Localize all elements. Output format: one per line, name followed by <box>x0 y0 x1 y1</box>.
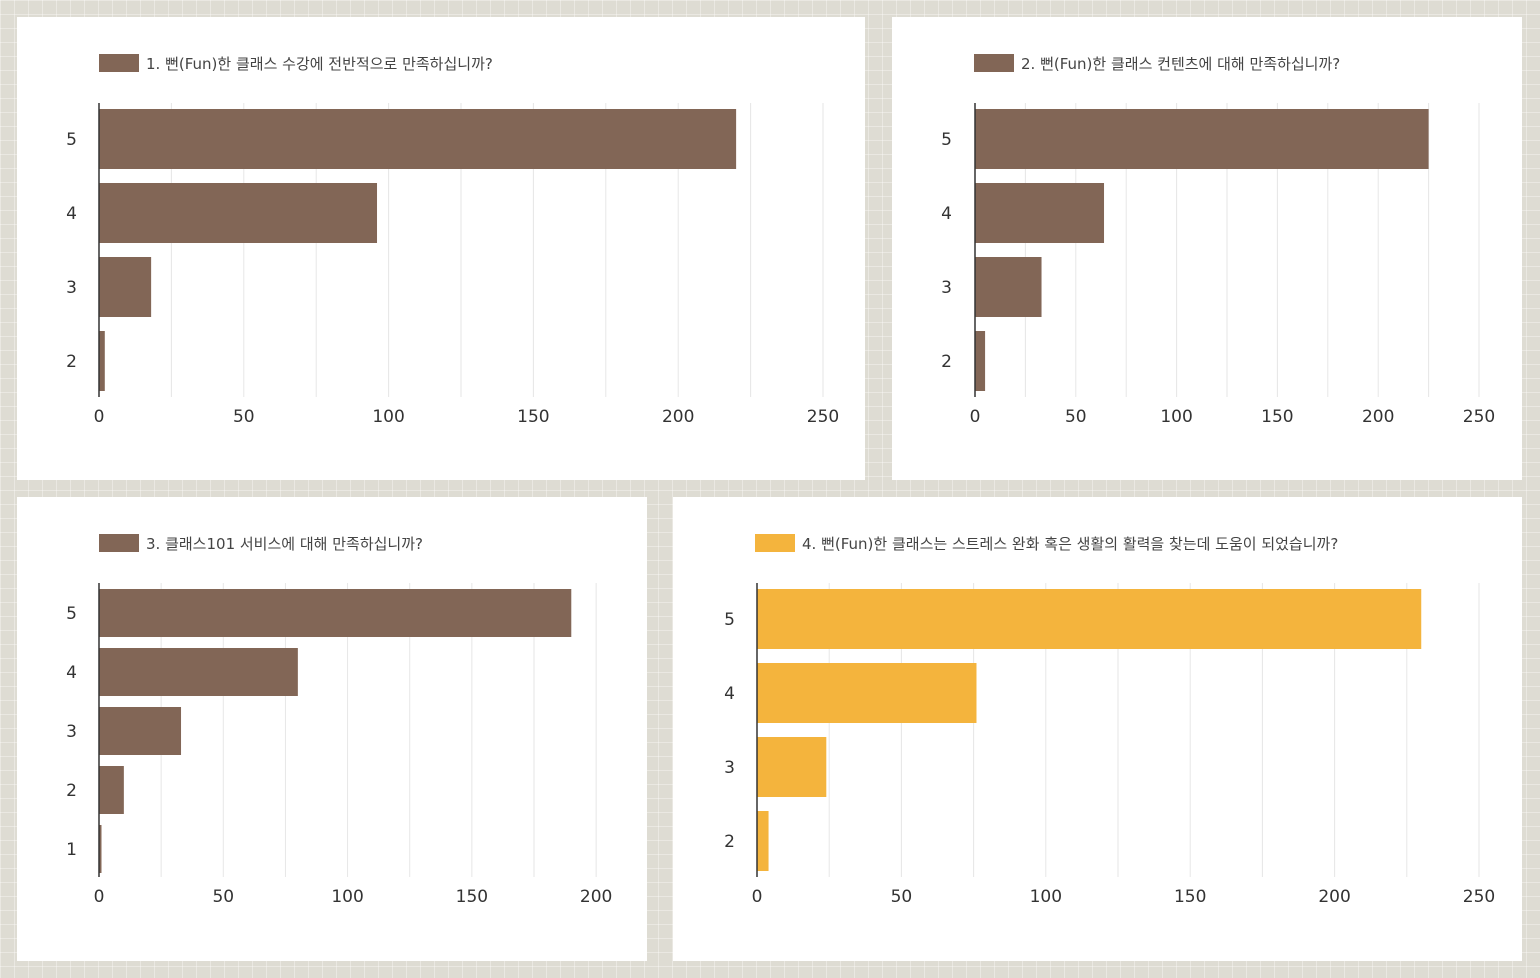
x-tick-label-0: 0 <box>970 407 981 427</box>
x-tick-label-0: 0 <box>752 887 763 907</box>
chart-panel-4: 5 4 3 2 0 50 100 150 200 250 4. 뻔(Fun)한 클래스는 스트레스 … <box>673 497 1522 961</box>
x-tick-label-50: 50 <box>1065 407 1087 427</box>
legend-swatch <box>974 54 1014 72</box>
x-tick-label-100: 100 <box>331 887 363 907</box>
legend-label: 2. 뻔(Fun)한 클래스 컨텐츠에 대해 만족하십니까? <box>1021 55 1340 73</box>
x-tick-label-250: 250 <box>1463 407 1495 427</box>
legend-label: 1. 뻔(Fun)한 클래스 수강에 전반적으로 만족하십니까? <box>146 55 493 73</box>
category-label-3: 3 <box>724 758 735 778</box>
legend-swatch <box>99 534 139 552</box>
chart-svg-1: 5 4 3 2 0 50 100 150 200 250 1. 뻔(Fun)한 클래스 수강에 전반… <box>66 54 839 427</box>
legend-label: 4. 뻔(Fun)한 클래스는 스트레스 완화 혹은 생활의 활력을 찾는데 도… <box>802 535 1338 553</box>
bar-2 <box>99 331 105 391</box>
x-tick-label-200: 200 <box>580 887 612 907</box>
category-label-4: 4 <box>724 684 735 704</box>
category-label-5: 5 <box>724 610 735 630</box>
x-tick-label-200: 200 <box>1318 887 1350 907</box>
bar-2 <box>99 766 124 814</box>
chart-svg-4: 5 4 3 2 0 50 100 150 200 250 4. 뻔(Fun)한 클래스는 스트레스 … <box>724 534 1495 907</box>
x-tick-label-200: 200 <box>662 407 694 427</box>
bar-2 <box>975 331 986 391</box>
category-label-4: 4 <box>66 204 77 224</box>
category-label-4: 4 <box>941 204 952 224</box>
category-label-1: 1 <box>66 840 77 860</box>
chart-panel-1: 5 4 3 2 0 50 100 150 200 250 1. 뻔(Fun)한 클래스 수강에 전반… <box>17 17 865 480</box>
bar-5 <box>757 589 1422 649</box>
category-label-3: 3 <box>66 722 77 742</box>
legend-swatch <box>99 54 139 72</box>
bar-4 <box>99 183 378 243</box>
bar-4 <box>99 648 298 696</box>
chart-panel-2: 5 4 3 2 0 50 100 150 200 250 2. 뻔(Fun)한 클래스 컨텐츠에 대… <box>892 17 1522 480</box>
bar-4 <box>975 183 1105 243</box>
chart-panel-3: 5 4 3 2 1 0 50 100 150 200 3. 클래스101 서비스에 대해 만족하십니… <box>17 497 647 961</box>
x-tick-label-250: 250 <box>1463 887 1495 907</box>
bar-3 <box>99 257 152 317</box>
x-tick-label-250: 250 <box>807 407 839 427</box>
x-tick-label-150: 150 <box>517 407 549 427</box>
x-tick-label-0: 0 <box>94 887 105 907</box>
x-tick-label-200: 200 <box>1362 407 1394 427</box>
category-label-2: 2 <box>66 352 77 372</box>
chart-svg-3: 5 4 3 2 1 0 50 100 150 200 3. 클래스101 서비스에 대해 만족하십니… <box>66 534 612 907</box>
bar-5 <box>99 109 737 169</box>
category-label-3: 3 <box>941 278 952 298</box>
bar-3 <box>975 257 1042 317</box>
category-label-2: 2 <box>724 832 735 852</box>
x-tick-label-50: 50 <box>233 407 255 427</box>
bar-2 <box>757 811 769 871</box>
x-tick-label-50: 50 <box>891 887 913 907</box>
bar-1 <box>99 825 102 873</box>
legend-label: 3. 클래스101 서비스에 대해 만족하십니까? <box>146 535 423 553</box>
category-label-4: 4 <box>66 663 77 683</box>
bar-5 <box>99 589 572 637</box>
bar-3 <box>757 737 827 797</box>
x-tick-label-150: 150 <box>1174 887 1206 907</box>
bar-4 <box>757 663 977 723</box>
category-label-3: 3 <box>66 278 77 298</box>
x-tick-label-150: 150 <box>1261 407 1293 427</box>
x-tick-label-100: 100 <box>1030 887 1062 907</box>
x-tick-label-100: 100 <box>372 407 404 427</box>
category-label-2: 2 <box>66 781 77 801</box>
category-label-5: 5 <box>66 130 77 150</box>
x-tick-label-50: 50 <box>212 887 234 907</box>
category-label-5: 5 <box>941 130 952 150</box>
x-tick-label-150: 150 <box>456 887 488 907</box>
category-label-5: 5 <box>66 604 77 624</box>
bar-3 <box>99 707 182 755</box>
legend-swatch <box>755 534 795 552</box>
chart-svg-2: 5 4 3 2 0 50 100 150 200 250 2. 뻔(Fun)한 클래스 컨텐츠에 대… <box>941 54 1495 427</box>
x-tick-label-100: 100 <box>1160 407 1192 427</box>
x-tick-label-0: 0 <box>94 407 105 427</box>
category-label-2: 2 <box>941 352 952 372</box>
bar-5 <box>975 109 1429 169</box>
